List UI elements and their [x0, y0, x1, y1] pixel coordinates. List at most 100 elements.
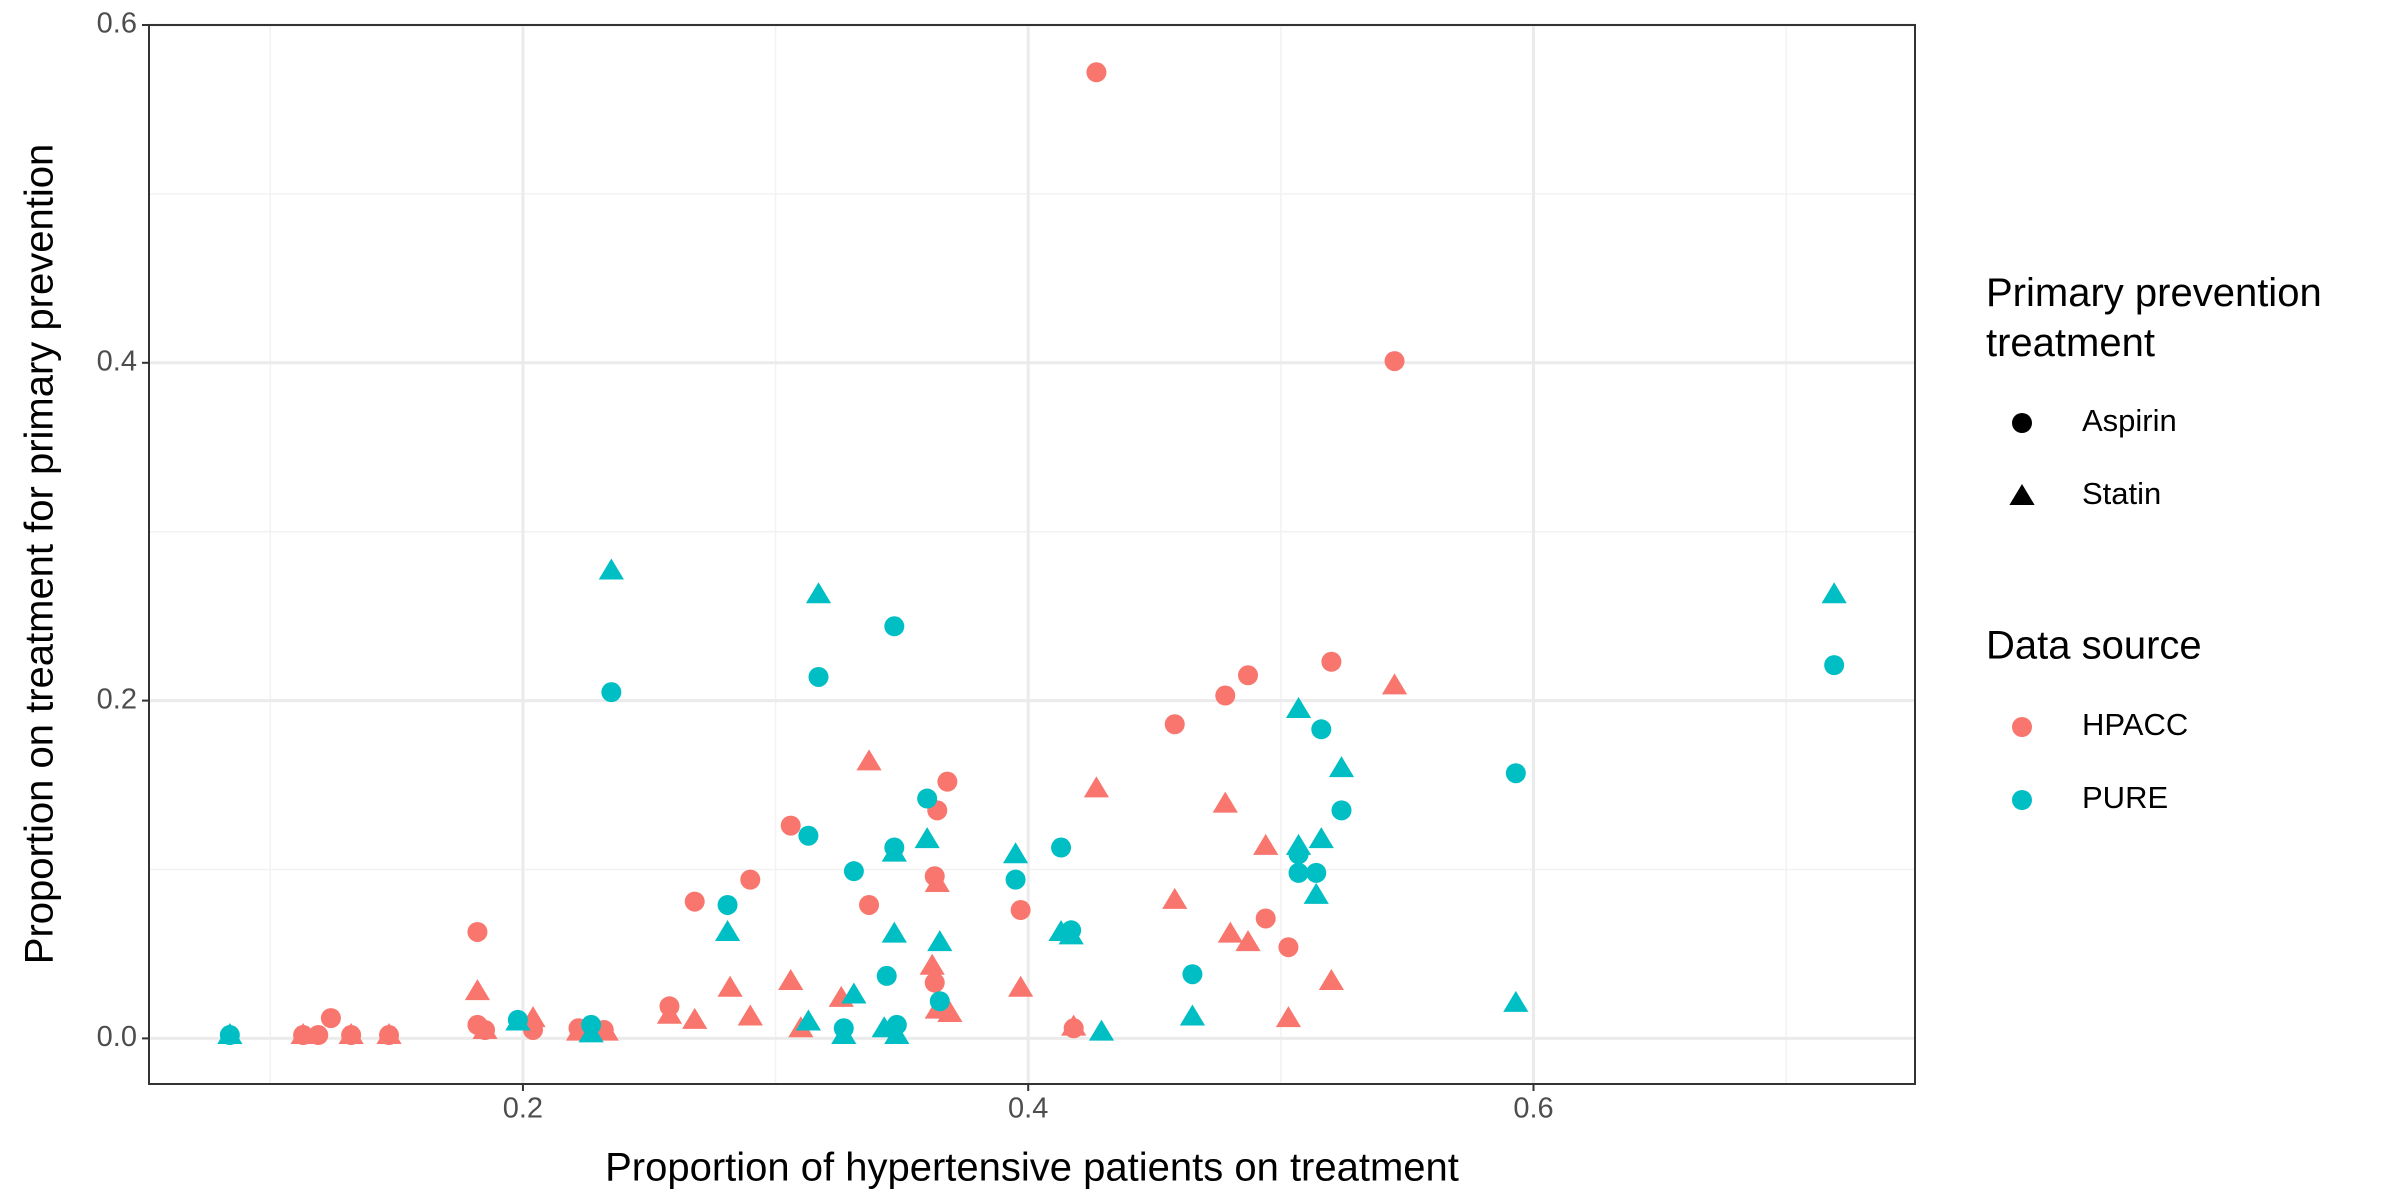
- point: [1212, 791, 1238, 813]
- point: [780, 815, 801, 836]
- point: [1381, 673, 1408, 695]
- point: [1083, 776, 1110, 798]
- point: [843, 861, 864, 882]
- x-tick-label: 0.4: [1008, 1093, 1048, 1125]
- point: [1061, 1014, 1087, 1036]
- point: [1275, 1006, 1302, 1028]
- point: [593, 1019, 619, 1041]
- point: [1311, 719, 1332, 740]
- point: [884, 616, 905, 637]
- point: [217, 1023, 243, 1045]
- point: [1384, 351, 1405, 372]
- point: [1005, 869, 1026, 890]
- legend-label: Statin: [2082, 476, 2161, 511]
- point: [578, 1021, 604, 1043]
- point: [881, 840, 907, 862]
- point: [1253, 833, 1279, 855]
- point: [1235, 930, 1261, 952]
- y-tick-label: 0.0: [97, 1021, 137, 1053]
- point: [1002, 842, 1029, 864]
- point: [684, 891, 705, 912]
- point: [714, 919, 741, 941]
- point: [290, 1023, 316, 1045]
- point: [1285, 833, 1312, 855]
- point: [1308, 827, 1334, 849]
- point: [1215, 685, 1236, 706]
- y-tick-label: 0.4: [97, 345, 137, 377]
- point: [717, 975, 743, 997]
- point: [859, 894, 880, 915]
- y-tick-label: 0.2: [97, 683, 137, 715]
- point: [472, 1017, 498, 1039]
- point: [1086, 62, 1107, 83]
- legend-key: [2009, 484, 2035, 505]
- point: [682, 1007, 708, 1029]
- point: [1331, 800, 1352, 821]
- point: [717, 894, 738, 915]
- point: [1824, 655, 1845, 676]
- point: [795, 1009, 822, 1031]
- point: [876, 965, 897, 986]
- point: [1217, 921, 1243, 943]
- point: [1255, 908, 1276, 929]
- point: [841, 982, 867, 1004]
- point: [1179, 1004, 1206, 1026]
- point: [917, 788, 938, 809]
- point: [808, 666, 829, 687]
- shape-legend-title: Primary prevention treatment: [1986, 271, 2322, 365]
- point: [871, 1016, 897, 1038]
- point: [924, 972, 945, 993]
- point: [1088, 1019, 1115, 1041]
- axes: 0.2 0.4 0.6 0.0 0.2 0.4 0.6: [97, 8, 1554, 1125]
- point: [1162, 887, 1188, 909]
- point: [914, 827, 940, 849]
- point: [881, 921, 907, 943]
- point: [1821, 582, 1847, 604]
- legend-label: HPACC: [2082, 707, 2188, 742]
- point: [598, 558, 624, 580]
- point: [1303, 882, 1329, 904]
- point: [1238, 665, 1259, 686]
- point: [1318, 968, 1344, 990]
- legend-label: Aspirin: [2082, 403, 2177, 438]
- point: [1051, 837, 1072, 858]
- point: [1008, 975, 1034, 997]
- legend-label: PURE: [2082, 780, 2168, 815]
- point: [467, 921, 488, 942]
- point: [1505, 763, 1526, 784]
- point: [1306, 862, 1327, 883]
- point: [778, 968, 804, 990]
- points: [217, 62, 1847, 1046]
- point: [798, 825, 819, 846]
- legend-key: [2012, 717, 2032, 737]
- legend: Aspirin Statin HPACC PURE: [2009, 403, 2188, 815]
- point: [1285, 697, 1312, 719]
- point: [856, 749, 882, 771]
- point: [1503, 990, 1529, 1012]
- point: [924, 871, 950, 893]
- point: [338, 1023, 364, 1045]
- color-legend-title: Data source: [1986, 624, 2202, 668]
- panel-border: [148, 24, 1916, 1085]
- point: [1321, 651, 1342, 672]
- point: [937, 771, 958, 792]
- legend-key: [2012, 790, 2032, 810]
- point: [1058, 923, 1084, 945]
- point: [884, 1023, 910, 1045]
- point: [1182, 964, 1203, 985]
- point: [376, 1023, 402, 1045]
- point: [1010, 900, 1031, 921]
- point: [805, 582, 832, 604]
- point: [464, 979, 491, 1001]
- shape-legend-title-box: Primary prevention treatment: [1986, 271, 2322, 365]
- point: [740, 869, 761, 890]
- point: [1164, 714, 1185, 735]
- point: [831, 1023, 857, 1045]
- point: [601, 682, 622, 703]
- point: [320, 1008, 341, 1029]
- point: [656, 1002, 683, 1024]
- x-tick-label: 0.2: [503, 1093, 543, 1125]
- point: [919, 953, 945, 975]
